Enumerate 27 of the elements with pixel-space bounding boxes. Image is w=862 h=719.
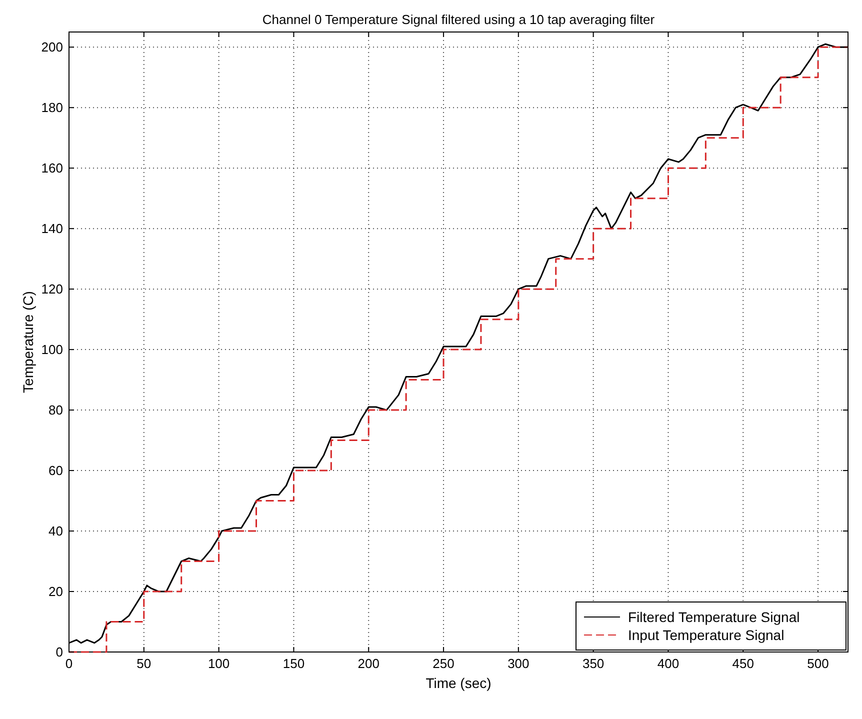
legend-label: Input Temperature Signal — [628, 627, 784, 643]
y-axis-title: Temperature (C) — [20, 291, 36, 393]
y-tick-label: 60 — [48, 463, 63, 478]
x-tick-label: 250 — [432, 656, 454, 671]
x-axis-title: Time (sec) — [426, 675, 492, 691]
y-tick-label: 100 — [41, 342, 63, 358]
y-tick-label: 140 — [41, 221, 63, 236]
y-tick-label: 20 — [48, 584, 63, 600]
x-tick-label: 100 — [208, 656, 230, 671]
y-tick-label: 160 — [41, 160, 63, 176]
y-tick-label: 0 — [56, 644, 63, 660]
x-tick-label: 200 — [358, 656, 380, 671]
legend-label: Filtered Temperature Signal — [628, 609, 800, 625]
y-tick-label: 40 — [48, 524, 63, 539]
y-tick-label: 120 — [41, 282, 63, 297]
x-tick-label: 450 — [732, 656, 754, 671]
x-tick-label: 0 — [65, 656, 73, 671]
x-tick-label: 500 — [807, 656, 829, 671]
y-tick-label: 200 — [41, 40, 63, 55]
x-tick-label: 50 — [136, 656, 152, 671]
y-tick-label: 180 — [41, 100, 63, 116]
y-tick-label: 80 — [48, 402, 63, 418]
x-tick-label: 400 — [657, 656, 680, 671]
chart-title: Channel 0 Temperature Signal filtered using a 10 tap averaging filter — [262, 12, 656, 27]
x-tick-label: 300 — [508, 656, 530, 671]
x-tick-label: 350 — [582, 656, 604, 671]
x-tick-label: 150 — [282, 656, 305, 671]
